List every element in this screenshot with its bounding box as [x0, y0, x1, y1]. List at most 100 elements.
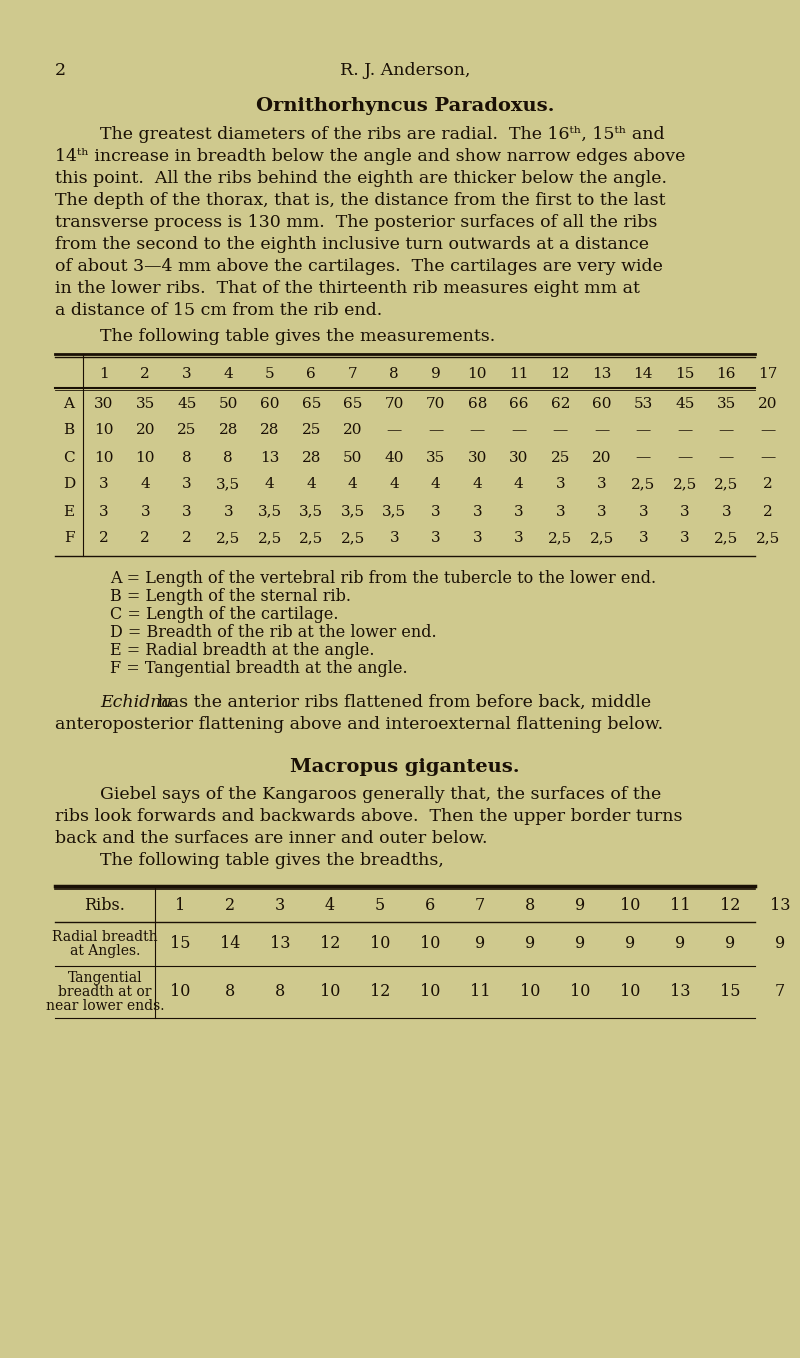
Text: 10: 10 — [520, 983, 540, 1001]
Text: 65: 65 — [343, 397, 362, 410]
Text: 2,5: 2,5 — [216, 531, 240, 546]
Text: 14ᵗʰ increase in breadth below the angle and show narrow edges above: 14ᵗʰ increase in breadth below the angle… — [55, 148, 686, 166]
Text: 2,5: 2,5 — [299, 531, 323, 546]
Text: 4: 4 — [472, 478, 482, 492]
Text: 8: 8 — [390, 367, 399, 382]
Text: 3: 3 — [141, 505, 150, 519]
Text: Radial breadth: Radial breadth — [52, 930, 158, 944]
Text: 4: 4 — [390, 478, 399, 492]
Text: a distance of 15 cm from the rib end.: a distance of 15 cm from the rib end. — [55, 301, 382, 319]
Text: 12: 12 — [320, 936, 340, 952]
Text: 10: 10 — [94, 424, 114, 437]
Text: in the lower ribs.  That of the thirteenth rib measures eight mm at: in the lower ribs. That of the thirteent… — [55, 280, 640, 297]
Text: —: — — [760, 424, 775, 437]
Text: 9: 9 — [431, 367, 441, 382]
Text: 5: 5 — [265, 367, 274, 382]
Text: R. J. Anderson,: R. J. Anderson, — [340, 62, 470, 79]
Text: 3,5: 3,5 — [299, 505, 323, 519]
Text: 9: 9 — [725, 936, 735, 952]
Text: 28: 28 — [302, 451, 321, 464]
Text: Ribs.: Ribs. — [85, 898, 126, 914]
Text: 3: 3 — [514, 505, 523, 519]
Text: Ornithorhyncus Paradoxus.: Ornithorhyncus Paradoxus. — [256, 96, 554, 115]
Text: 7: 7 — [775, 983, 785, 1001]
Text: B: B — [63, 424, 74, 437]
Text: 3: 3 — [597, 505, 606, 519]
Text: C: C — [63, 451, 75, 464]
Text: 10: 10 — [420, 936, 440, 952]
Text: 60: 60 — [260, 397, 279, 410]
Text: 3: 3 — [99, 478, 109, 492]
Text: The following table gives the breadths,: The following table gives the breadths, — [100, 851, 444, 869]
Text: 3: 3 — [182, 505, 191, 519]
Text: 10: 10 — [620, 983, 640, 1001]
Text: —: — — [636, 451, 651, 464]
Text: this point.  All the ribs behind the eighth are thicker below the angle.: this point. All the ribs behind the eigh… — [55, 170, 667, 187]
Text: 10: 10 — [94, 451, 114, 464]
Text: 3,5: 3,5 — [258, 505, 282, 519]
Text: 3: 3 — [223, 505, 233, 519]
Text: 2: 2 — [763, 478, 773, 492]
Text: 4: 4 — [431, 478, 441, 492]
Text: 40: 40 — [385, 451, 404, 464]
Text: 68: 68 — [467, 397, 487, 410]
Text: 20: 20 — [343, 424, 362, 437]
Text: 13: 13 — [592, 367, 611, 382]
Text: 4: 4 — [325, 898, 335, 914]
Text: 25: 25 — [302, 424, 321, 437]
Text: has the anterior ribs flattened from before back, middle: has the anterior ribs flattened from bef… — [152, 694, 651, 712]
Text: 70: 70 — [385, 397, 404, 410]
Text: —: — — [594, 424, 610, 437]
Text: 2,5: 2,5 — [341, 531, 365, 546]
Text: C = Length of the cartilage.: C = Length of the cartilage. — [110, 606, 338, 623]
Text: 15: 15 — [720, 983, 740, 1001]
Text: anteroposterior flattening above and interoexternal flattening below.: anteroposterior flattening above and int… — [55, 716, 663, 733]
Text: 25: 25 — [177, 424, 197, 437]
Text: ribs look forwards and backwards above.  Then the upper border turns: ribs look forwards and backwards above. … — [55, 808, 682, 826]
Text: 3: 3 — [473, 505, 482, 519]
Text: 8: 8 — [525, 898, 535, 914]
Text: 9: 9 — [675, 936, 685, 952]
Text: 3: 3 — [99, 505, 109, 519]
Text: —: — — [718, 424, 734, 437]
Text: 65: 65 — [302, 397, 321, 410]
Text: 50: 50 — [343, 451, 362, 464]
Text: 3,5: 3,5 — [341, 505, 365, 519]
Text: 62: 62 — [550, 397, 570, 410]
Text: The greatest diameters of the ribs are radial.  The 16ᵗʰ, 15ᵗʰ and: The greatest diameters of the ribs are r… — [100, 126, 665, 143]
Text: 3: 3 — [555, 478, 565, 492]
Text: —: — — [718, 451, 734, 464]
Text: 15: 15 — [675, 367, 694, 382]
Text: 3: 3 — [431, 531, 441, 546]
Text: 3: 3 — [275, 898, 285, 914]
Text: 10: 10 — [370, 936, 390, 952]
Text: 45: 45 — [177, 397, 197, 410]
Text: —: — — [553, 424, 568, 437]
Text: 3: 3 — [390, 531, 399, 546]
Text: D: D — [63, 478, 75, 492]
Text: 4: 4 — [306, 478, 316, 492]
Text: 60: 60 — [592, 397, 611, 410]
Text: 3: 3 — [722, 505, 731, 519]
Text: 3: 3 — [638, 531, 648, 546]
Text: A = Length of the vertebral rib from the tubercle to the lower end.: A = Length of the vertebral rib from the… — [110, 570, 656, 587]
Text: 28: 28 — [260, 424, 279, 437]
Text: 14: 14 — [220, 936, 240, 952]
Text: 11: 11 — [470, 983, 490, 1001]
Text: —: — — [677, 424, 692, 437]
Text: —: — — [760, 451, 775, 464]
Text: 8: 8 — [182, 451, 191, 464]
Text: 3,5: 3,5 — [216, 478, 240, 492]
Text: 8: 8 — [223, 451, 233, 464]
Text: Macropus giganteus.: Macropus giganteus. — [290, 758, 520, 775]
Text: 3: 3 — [431, 505, 441, 519]
Text: from the second to the eighth inclusive turn outwards at a distance: from the second to the eighth inclusive … — [55, 236, 649, 253]
Text: 9: 9 — [775, 936, 785, 952]
Text: 7: 7 — [475, 898, 485, 914]
Text: F: F — [64, 531, 74, 546]
Text: 13: 13 — [670, 983, 690, 1001]
Text: of about 3—4 mm above the cartilages.  The cartilages are very wide: of about 3—4 mm above the cartilages. Th… — [55, 258, 663, 276]
Text: Tangential: Tangential — [68, 971, 142, 985]
Text: 9: 9 — [625, 936, 635, 952]
Text: 2,5: 2,5 — [258, 531, 282, 546]
